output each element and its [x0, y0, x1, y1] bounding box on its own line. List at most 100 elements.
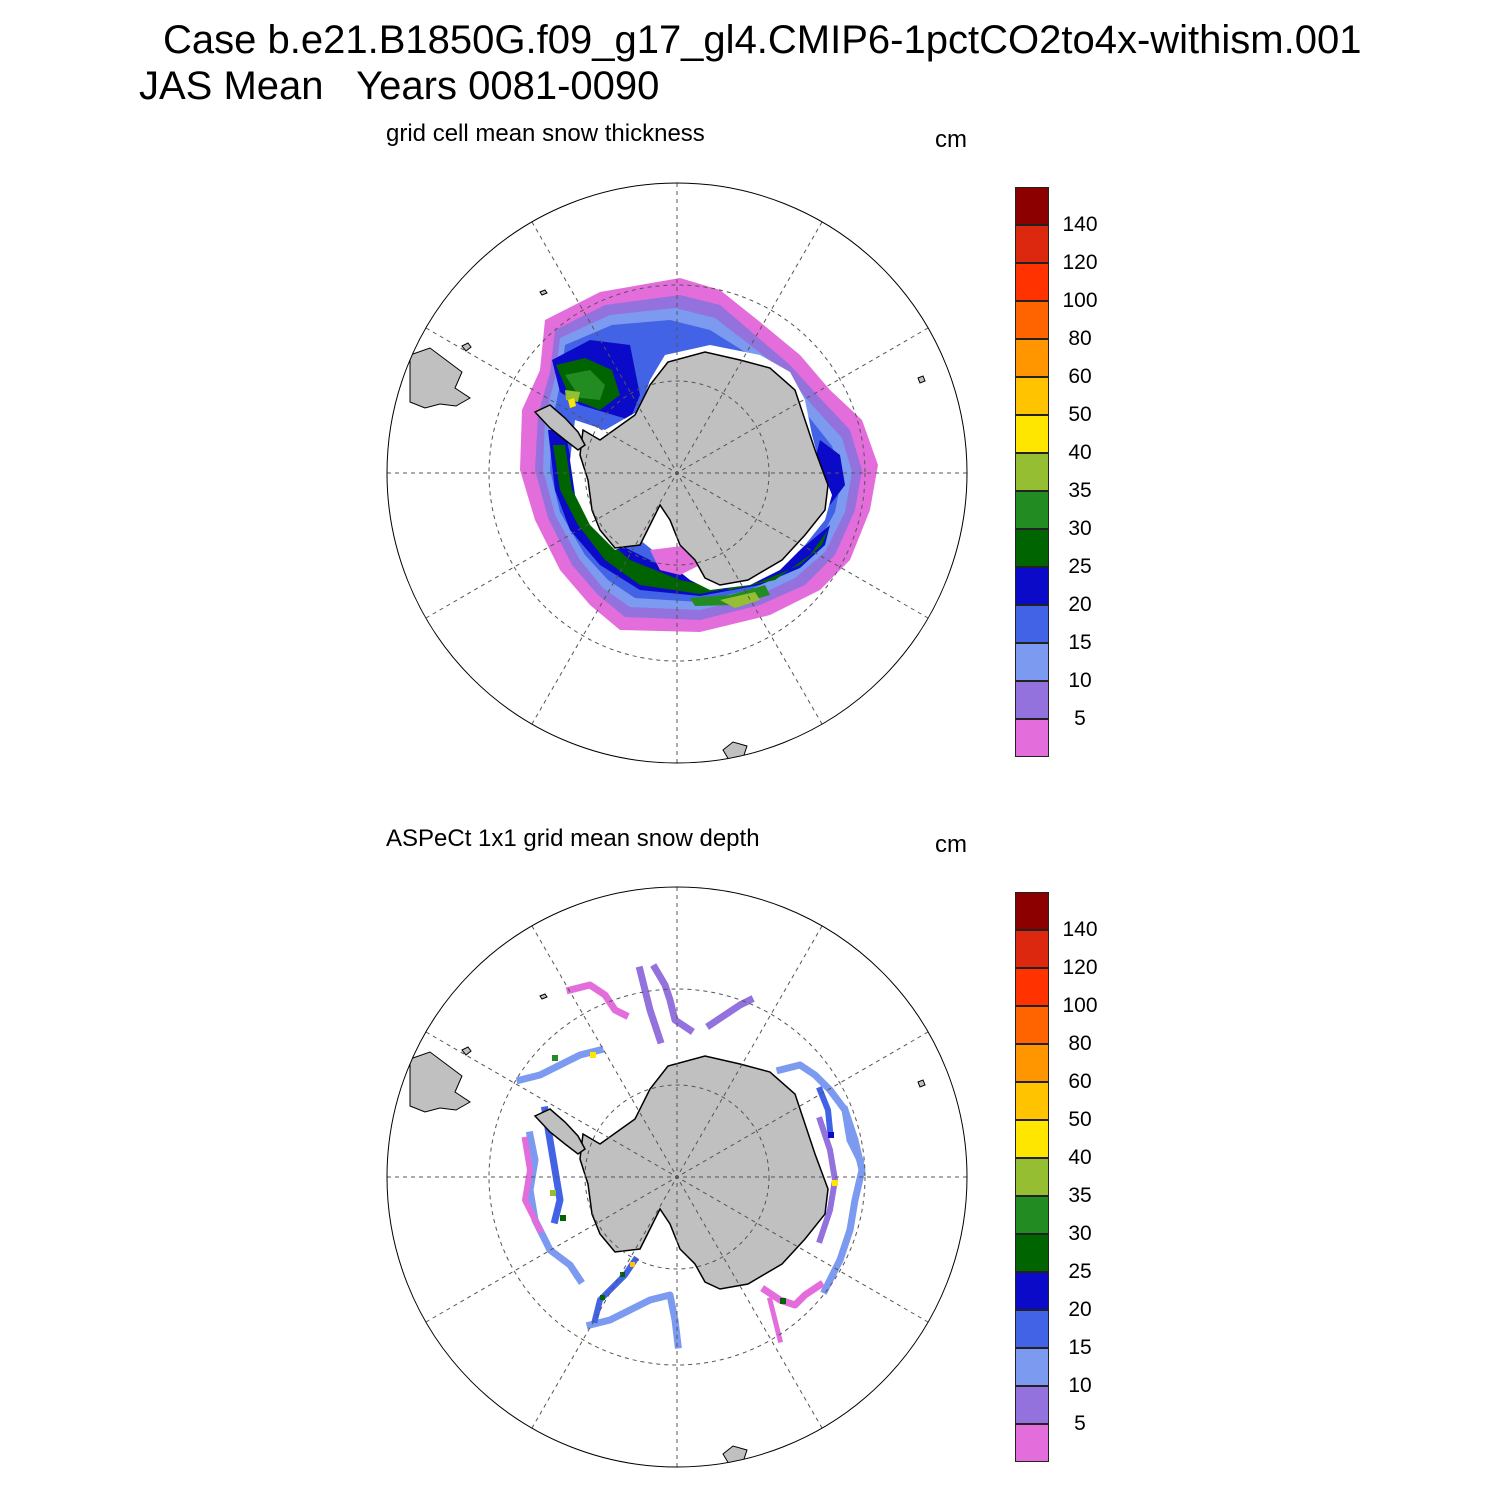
map-top-snow-thickness [386, 182, 968, 764]
colorbar-tick-label: 15 [1068, 1336, 1092, 1359]
map-bottom-border [386, 886, 968, 1468]
colorbar-tick-label: 120 [1062, 956, 1098, 979]
colorbar-tick-label: 80 [1068, 1032, 1092, 1055]
panel-top-subtitle: grid cell mean snow thickness [386, 120, 705, 147]
snow-band-20-25cm [548, 340, 845, 596]
antarctica-land-bottom [579, 1055, 829, 1290]
colorbar-swatch [1015, 1272, 1049, 1310]
colorbar-tick-label: 10 [1068, 1374, 1092, 1397]
snow-band-40-50cm [568, 398, 576, 408]
track-15 [766, 1296, 784, 1344]
panel-top-units: cm [935, 126, 967, 153]
track-7 [521, 1136, 545, 1235]
colorbar-tick-label: 140 [1062, 213, 1098, 236]
colorbar-swatch [1015, 263, 1049, 301]
colorbar-swatch [1015, 719, 1049, 757]
falkland-island-bottom [461, 1046, 472, 1056]
track-3 [650, 963, 695, 1035]
colorbar-swatch [1015, 377, 1049, 415]
colorbar-tick-label: 20 [1068, 1298, 1092, 1321]
colorbar-tick-label: 30 [1068, 517, 1092, 540]
graticule-bottom [387, 887, 967, 1467]
colorbar-swatch [1015, 1006, 1049, 1044]
colorbar-swatch [1015, 1348, 1049, 1386]
colorbar-swatch [1015, 187, 1049, 225]
colorbar-tick-label: 100 [1062, 289, 1098, 312]
colorbar-swatch [1015, 1310, 1049, 1348]
colorbar-swatch [1015, 415, 1049, 453]
obs-tracks [515, 963, 866, 1349]
antarctica-land-top [579, 351, 829, 586]
colorbar-tick-label: 80 [1068, 327, 1092, 350]
track-16 [816, 1086, 834, 1134]
colorbar-tick-label: 120 [1062, 251, 1098, 274]
map-top-border [386, 182, 968, 764]
colorbar-tick-label: 35 [1068, 1184, 1092, 1207]
snow-band-30-35cm [565, 370, 770, 606]
track-14 [760, 1280, 825, 1309]
colorbar-tick-label: 50 [1068, 403, 1092, 426]
colorbar-tick-label: 60 [1068, 365, 1092, 388]
track-10 [591, 1255, 640, 1324]
antarctic-peninsula-bottom [533, 1108, 586, 1155]
colorbar-swatch [1015, 605, 1049, 643]
colorbar-swatch [1015, 968, 1049, 1006]
map-bottom-snow-depth [386, 886, 968, 1468]
colorbar-tick-label: 25 [1068, 555, 1092, 578]
colorbar-swatch [1015, 339, 1049, 377]
colorbar-tick-label: 40 [1068, 1146, 1092, 1169]
colorbar-bottom [1015, 892, 1049, 1462]
panel-bottom-subtitle: ASPeCt 1x1 grid mean snow depth [386, 825, 760, 852]
colorbar-top [1015, 187, 1049, 757]
colorbar-tick-label: 10 [1068, 669, 1092, 692]
colorbar-swatch [1015, 453, 1049, 491]
colorbar-swatch [1015, 1234, 1049, 1272]
colorbar-swatch [1015, 1082, 1049, 1120]
track-1 [565, 981, 630, 1020]
colorbar-swatch [1015, 681, 1049, 719]
south-georgia-bottom [539, 993, 548, 1000]
antarctic-peninsula-top [533, 404, 586, 451]
track-9 [585, 1291, 682, 1349]
colorbar-swatch [1015, 225, 1049, 263]
colorbar-swatch [1015, 1386, 1049, 1424]
colorbar-tick-label: 60 [1068, 1070, 1092, 1093]
colorbar-tick-label: 40 [1068, 441, 1092, 464]
colorbar-tick-label: 100 [1062, 994, 1098, 1017]
colorbar-swatch [1015, 301, 1049, 339]
falkland-island-top [461, 342, 472, 352]
track-11 [775, 1061, 865, 1165]
colorbar-tick-label: 25 [1068, 1260, 1092, 1283]
colorbar-tick-label: 20 [1068, 593, 1092, 616]
south-america-land-top [409, 347, 471, 409]
figure-title-case: Case b.e21.B1850G.f09_g17_gl4.CMIP6-1pct… [163, 18, 1362, 62]
track-12 [820, 1105, 866, 1295]
kerguelen-top [917, 375, 926, 384]
south-georgia-top [539, 289, 548, 296]
colorbar-tick-label: 5 [1074, 707, 1086, 730]
kerguelen-bottom [917, 1079, 926, 1088]
panel-bottom-units: cm [935, 831, 967, 858]
graticule-top [387, 183, 967, 763]
colorbar-swatch [1015, 567, 1049, 605]
colorbar-swatch [1015, 1120, 1049, 1158]
colorbar-swatch [1015, 930, 1049, 968]
colorbar-swatch [1015, 643, 1049, 681]
colorbar-swatch [1015, 491, 1049, 529]
colorbar-tick-label: 50 [1068, 1108, 1092, 1131]
colorbar-tick-label: 35 [1068, 479, 1092, 502]
figure-title-period: JAS Mean Years 0081-0090 [139, 64, 660, 108]
south-america-land-bottom [409, 1051, 471, 1113]
colorbar-tick-label: 140 [1062, 918, 1098, 941]
track-4 [705, 995, 755, 1030]
track-2 [635, 965, 665, 1045]
colorbar-swatch [1015, 892, 1049, 930]
colorbar-swatch [1015, 1044, 1049, 1082]
colorbar-swatch [1015, 1196, 1049, 1234]
colorbar-swatch [1015, 1158, 1049, 1196]
track-5 [515, 1045, 605, 1085]
colorbar-swatch [1015, 1424, 1049, 1462]
colorbar-swatch [1015, 529, 1049, 567]
colorbar-tick-label: 30 [1068, 1222, 1092, 1245]
